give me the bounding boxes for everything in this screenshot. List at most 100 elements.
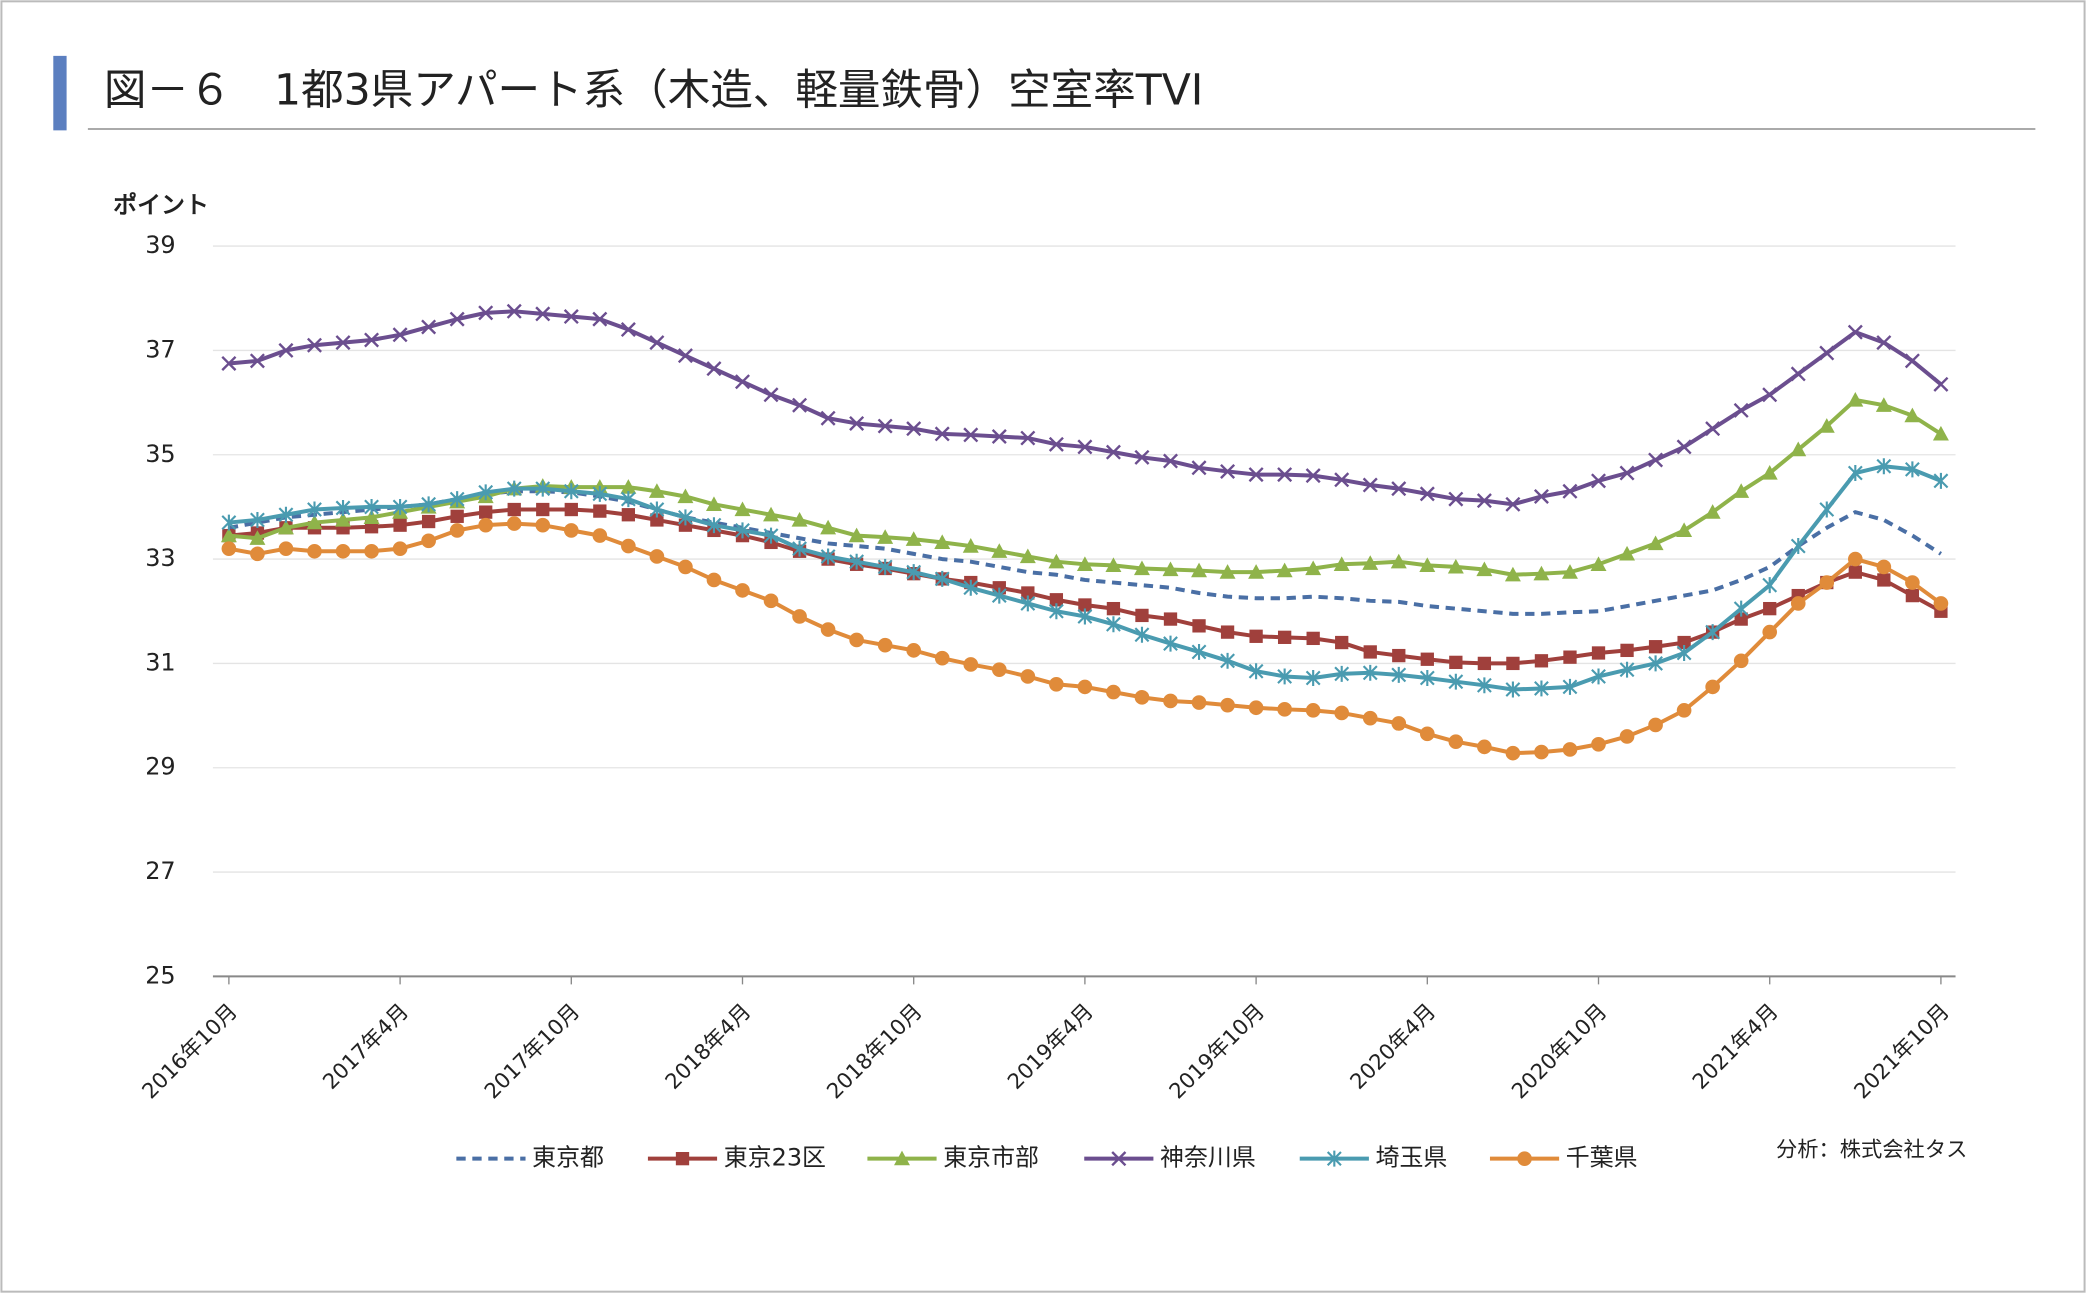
marker <box>620 491 636 508</box>
marker <box>706 361 722 377</box>
marker <box>1504 566 1521 582</box>
y-tick-label: 35 <box>145 440 175 468</box>
marker <box>506 303 522 319</box>
marker <box>791 511 808 527</box>
legend-marker <box>1517 1151 1532 1166</box>
marker <box>963 657 979 672</box>
y-tick-label: 27 <box>145 857 175 885</box>
marker <box>1932 425 1949 441</box>
marker <box>1763 601 1777 616</box>
marker <box>1248 700 1264 716</box>
marker <box>1277 630 1292 644</box>
marker <box>1191 695 1207 710</box>
marker <box>449 523 465 538</box>
marker <box>1419 486 1435 502</box>
marker <box>1476 677 1492 694</box>
marker <box>592 311 608 327</box>
legend-label: 千葉県 <box>1566 1144 1638 1172</box>
y-tick-label: 33 <box>145 544 175 572</box>
marker <box>820 519 837 535</box>
y-tick-label: 39 <box>145 231 175 259</box>
marker <box>1876 559 1892 575</box>
marker <box>1505 681 1521 698</box>
marker <box>962 538 979 553</box>
marker <box>934 570 950 587</box>
marker <box>1049 676 1064 692</box>
marker <box>1762 624 1778 640</box>
marker <box>221 541 237 556</box>
marker <box>392 498 408 515</box>
marker <box>1106 616 1121 633</box>
marker <box>1020 595 1036 612</box>
marker <box>1277 702 1292 717</box>
marker <box>1133 560 1150 576</box>
marker <box>1847 392 1864 407</box>
marker <box>1391 666 1407 683</box>
marker <box>1790 596 1806 611</box>
marker <box>1619 545 1636 561</box>
marker <box>1647 535 1664 551</box>
marker <box>1306 631 1320 646</box>
marker <box>1363 645 1377 659</box>
marker <box>1333 556 1350 571</box>
marker <box>1591 668 1606 685</box>
marker <box>706 517 722 534</box>
marker <box>1534 744 1549 760</box>
marker <box>1248 467 1264 483</box>
marker <box>620 479 637 494</box>
marker <box>535 480 551 497</box>
marker <box>763 593 779 609</box>
marker <box>1134 690 1150 705</box>
marker <box>735 583 750 598</box>
marker <box>1305 670 1321 687</box>
marker <box>1019 548 1036 564</box>
marker <box>1876 335 1892 351</box>
marker <box>1277 668 1293 685</box>
marker <box>1191 460 1207 476</box>
marker <box>1248 663 1264 680</box>
marker <box>335 511 352 527</box>
y-tick-label: 29 <box>145 753 175 781</box>
marker <box>335 499 351 516</box>
marker <box>1392 648 1406 663</box>
marker <box>1362 710 1378 726</box>
marker <box>1391 716 1407 731</box>
marker <box>1847 551 1863 567</box>
y-tick-label: 25 <box>145 961 175 989</box>
marker <box>1106 601 1121 616</box>
marker <box>621 508 636 522</box>
marker <box>1761 465 1778 480</box>
marker <box>1933 376 1949 392</box>
marker <box>249 353 265 369</box>
marker <box>1563 650 1577 664</box>
marker <box>1305 560 1322 576</box>
source: 分析：株式会社タス <box>1776 1138 1967 1163</box>
marker <box>1648 452 1664 468</box>
marker <box>449 491 465 508</box>
marker <box>1620 643 1634 658</box>
marker <box>1276 562 1293 578</box>
marker <box>877 558 893 575</box>
marker <box>1163 453 1179 469</box>
legend-label: 東京23区 <box>724 1144 826 1172</box>
marker <box>1676 644 1692 661</box>
marker <box>677 488 694 504</box>
marker <box>1533 565 1550 581</box>
marker <box>678 509 693 526</box>
marker <box>820 548 836 565</box>
marker <box>1562 678 1578 695</box>
marker <box>1077 439 1093 455</box>
marker <box>364 332 380 348</box>
marker <box>1163 612 1178 626</box>
marker <box>221 514 237 531</box>
marker <box>1162 561 1179 577</box>
marker <box>849 632 864 648</box>
marker <box>563 309 579 325</box>
marker <box>1220 625 1235 639</box>
marker <box>1506 656 1520 671</box>
marker <box>392 541 408 556</box>
marker <box>1505 496 1521 512</box>
marker <box>278 342 294 358</box>
marker <box>1847 324 1863 340</box>
marker <box>1591 646 1606 660</box>
